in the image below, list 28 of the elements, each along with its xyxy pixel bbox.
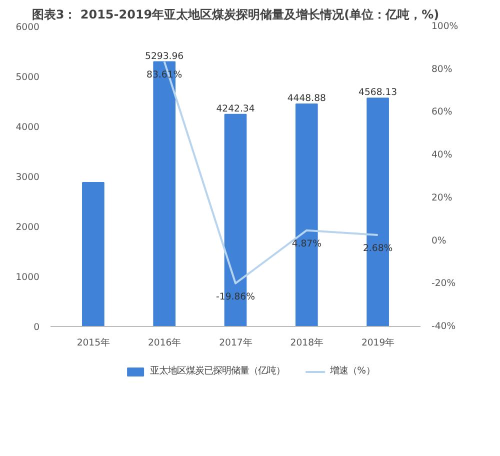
chart-title: 图表3： 2015-2019年亚太地区煤炭探明储量及增长情况(单位：亿吨，%): [32, 8, 440, 22]
x-tick-label: 2016年: [148, 338, 181, 348]
data-label: 4448.88: [287, 93, 326, 104]
y-tick-label: 4000: [16, 122, 40, 133]
y-tick-label: 6000: [16, 22, 40, 33]
y2-tick-label: -20%: [432, 278, 456, 290]
y2-tick-label: 100%: [432, 21, 458, 32]
y2-tick-label: 80%: [432, 64, 452, 75]
bar: [82, 182, 104, 326]
legend-label: 增速（%）: [330, 364, 375, 378]
y-tick-label: 1000: [16, 272, 40, 283]
y-tick-label: 3000: [16, 172, 40, 183]
data-label: 4242.34: [216, 103, 255, 114]
y2-tick-label: 0%: [432, 235, 446, 246]
y-tick-label: 0: [34, 322, 40, 333]
y2-tick-label: 40%: [432, 150, 452, 161]
data-label: 4568.13: [358, 87, 398, 98]
y2-tick-label: 20%: [432, 192, 452, 204]
data-label: 5293.96: [145, 50, 184, 62]
y2-tick-label: 60%: [432, 106, 452, 118]
legend-label: 亚太地区煤炭已探明储量（亿吨）: [150, 364, 286, 378]
x-tick-label: 2018年: [290, 338, 324, 348]
x-tick-label: 2015年: [76, 338, 110, 348]
y-tick-label: 5000: [16, 72, 40, 83]
x-tick-label: 2017年: [219, 338, 252, 348]
y-tick-label: 2000: [16, 222, 40, 233]
x-tick-label: 2019年: [361, 338, 394, 348]
y2-tick-label: -40%: [432, 321, 456, 332]
